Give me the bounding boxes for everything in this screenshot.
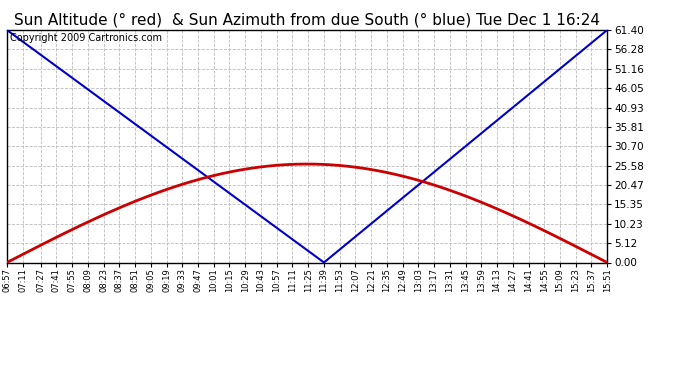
Text: Copyright 2009 Cartronics.com: Copyright 2009 Cartronics.com (10, 33, 162, 44)
Title: Sun Altitude (° red)  & Sun Azimuth from due South (° blue) Tue Dec 1 16:24: Sun Altitude (° red) & Sun Azimuth from … (14, 12, 600, 27)
